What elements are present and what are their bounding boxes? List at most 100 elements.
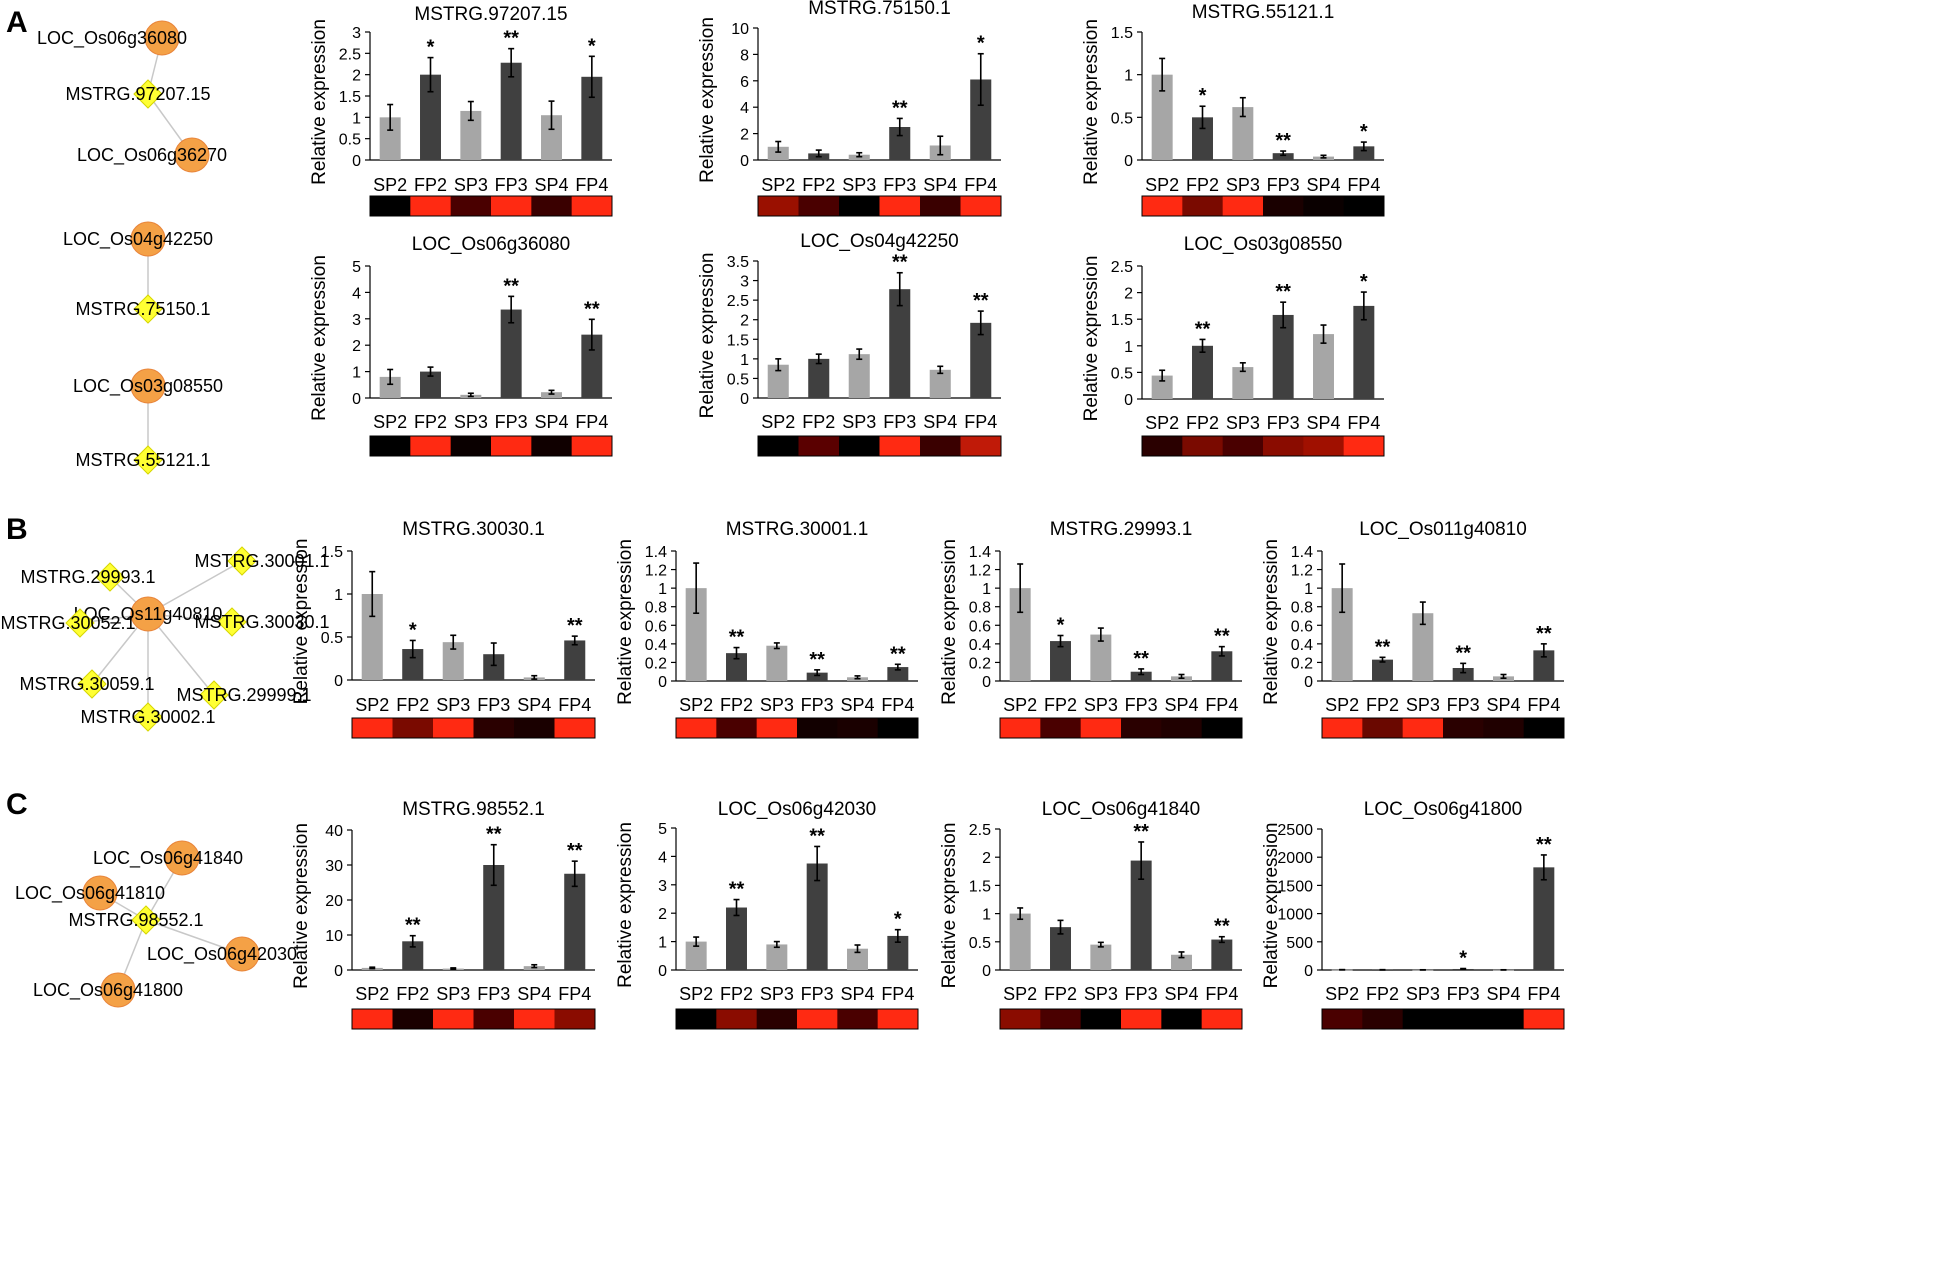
- x-tick-label: SP4: [1306, 413, 1340, 433]
- y-tick-label: 0: [658, 674, 667, 691]
- y-tick-label: 2500: [1277, 822, 1313, 839]
- x-tick-label: SP3: [436, 984, 470, 1004]
- x-tick-label: FP4: [881, 984, 914, 1004]
- heatmap-cell: [1222, 436, 1264, 456]
- significance-label: **: [973, 290, 989, 312]
- heatmap-cell: [554, 718, 596, 738]
- heatmap-cell: [1040, 718, 1082, 738]
- significance-label: **: [567, 840, 583, 862]
- bar: [581, 334, 603, 398]
- heatmap-cell: [877, 718, 919, 738]
- bar: [808, 358, 830, 398]
- bar: [1090, 634, 1112, 681]
- heatmap-cell: [1263, 436, 1304, 456]
- bar: [1171, 954, 1192, 970]
- y-tick-label: 2: [352, 68, 361, 85]
- significance-label: *: [977, 33, 985, 55]
- heatmap-cell: [531, 436, 573, 456]
- x-tick-label: FP2: [1044, 695, 1077, 715]
- y-tick-label: 0.8: [1291, 600, 1313, 617]
- bar: [1533, 867, 1555, 970]
- y-tick-label: 3: [352, 312, 361, 329]
- heatmap-cell: [1201, 1009, 1243, 1029]
- bar: [420, 74, 441, 160]
- bar: [1090, 944, 1112, 970]
- y-tick-label: 1.5: [339, 89, 361, 106]
- node-label: LOC_Os06g41810: [15, 883, 165, 904]
- y-tick-label: 0: [740, 391, 749, 408]
- x-tick-label: SP2: [373, 412, 407, 432]
- x-tick-label: FP2: [720, 984, 753, 1004]
- x-tick-label: SP3: [454, 175, 488, 195]
- y-tick-label: 2: [352, 338, 361, 355]
- bar: [1232, 107, 1254, 160]
- chart-title: MSTRG.75150.1: [808, 0, 951, 19]
- y-axis-label: Relative expression: [1261, 823, 1282, 989]
- x-tick-label: SP2: [679, 695, 713, 715]
- x-tick-label: FP3: [1125, 695, 1158, 715]
- heatmap-cell: [797, 718, 838, 738]
- y-tick-label: 1: [1124, 339, 1133, 356]
- y-axis-label: Relative expression: [309, 19, 330, 185]
- y-tick-label: 2.5: [727, 293, 749, 310]
- significance-label: **: [1195, 318, 1211, 340]
- chart-title: MSTRG.30030.1: [402, 519, 545, 540]
- y-tick-label: 2.5: [339, 46, 361, 63]
- x-tick-label: SP3: [454, 412, 488, 432]
- bar: [1151, 74, 1173, 160]
- significance-label: *: [894, 909, 902, 931]
- y-tick-label: 0.4: [645, 637, 667, 654]
- node-label: LOC_Os06g36080: [37, 28, 187, 49]
- heatmap-cell: [410, 436, 452, 456]
- heatmap-cell: [1402, 718, 1444, 738]
- bar: [685, 588, 707, 681]
- bar: [564, 873, 586, 970]
- bar: [402, 941, 424, 970]
- heatmap-cell: [514, 1009, 555, 1029]
- x-tick-label: FP3: [1267, 413, 1300, 433]
- x-tick-label: FP2: [720, 695, 753, 715]
- x-tick-label: SP2: [1325, 695, 1359, 715]
- node-label: LOC_Os06g42030: [147, 944, 297, 965]
- bar: [806, 672, 828, 681]
- node-label: MSTRG.75150.1: [75, 299, 210, 319]
- y-tick-label: 1: [982, 581, 991, 598]
- significance-label: **: [1214, 626, 1230, 648]
- x-tick-label: FP3: [477, 695, 510, 715]
- lncrna-node: [95, 562, 125, 592]
- x-tick-label: SP2: [1145, 175, 1179, 195]
- heatmap-border: [1141, 195, 1385, 217]
- x-tick-label: SP4: [534, 412, 568, 432]
- bar: [361, 594, 383, 680]
- x-tick-label: FP2: [1366, 695, 1399, 715]
- x-tick-label: FP4: [575, 175, 608, 195]
- significance-label: *: [409, 619, 417, 641]
- y-tick-label: 6: [740, 74, 749, 91]
- x-tick-label: FP3: [477, 984, 510, 1004]
- chart-title: LOC_Os03g08550: [1184, 234, 1342, 255]
- heatmap-cell: [392, 718, 434, 738]
- y-tick-label: 1: [1304, 581, 1313, 598]
- chart-title: LOC_Os06g42030: [718, 799, 876, 820]
- heatmap-cell: [571, 196, 613, 216]
- significance-label: **: [1536, 834, 1552, 856]
- y-tick-label: 0.6: [1291, 618, 1313, 635]
- y-tick-label: 10: [325, 928, 343, 945]
- bar: [564, 640, 586, 680]
- bar: [442, 642, 464, 680]
- node-label: LOC_Os04g42250: [63, 229, 213, 250]
- node-label: MSTRG.55121.1: [75, 450, 210, 470]
- y-tick-label: 2: [740, 313, 749, 330]
- chart-12: LOC_Os06g41840 Relative expression 0 0.5 1 1.…: [939, 799, 1243, 1030]
- x-tick-label: FP3: [801, 695, 834, 715]
- gene-node: [82, 875, 118, 911]
- y-tick-label: 0: [982, 674, 991, 691]
- network-a1: LOC_Os06g36080 MSTRG.97207.15 LOC_Os06g362…: [37, 20, 227, 173]
- x-tick-label: SP4: [1164, 984, 1198, 1004]
- y-axis-label: Relative expression: [939, 539, 960, 705]
- heatmap-border: [675, 1008, 919, 1030]
- heatmap-cell: [352, 718, 393, 738]
- node-label: LOC_Os06g36270: [77, 145, 227, 166]
- x-tick-label: FP2: [396, 695, 429, 715]
